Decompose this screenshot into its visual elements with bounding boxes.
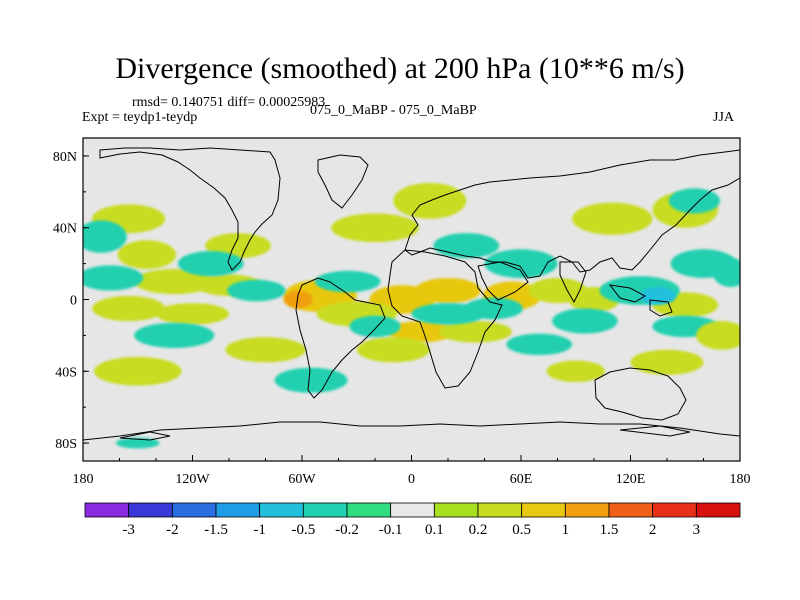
anomaly-blob <box>227 279 286 302</box>
chart-title: Divergence (smoothed) at 200 hPa (10**6 … <box>115 52 685 85</box>
anomaly-blob <box>712 258 740 287</box>
expt-label: Expt = teydp1-teydp <box>82 110 198 125</box>
colorbar-swatch <box>521 502 566 518</box>
anomaly-blob <box>331 213 419 243</box>
colorbar-label: -2 <box>166 522 179 538</box>
anomaly-blob <box>225 337 306 363</box>
anomaly-blob <box>117 240 177 269</box>
y-tick-label: 40S <box>55 365 77 380</box>
colorbar-swatch <box>433 502 479 518</box>
anomaly-blob <box>546 360 605 383</box>
anomaly-blob <box>696 321 740 350</box>
colorbar-label: -0.1 <box>379 522 403 538</box>
x-tick-label: 180 <box>73 472 94 487</box>
anomaly-blob <box>506 333 573 356</box>
colorbar-label: -3 <box>122 522 135 538</box>
colorbar-label: -0.5 <box>291 522 315 538</box>
x-axis: 180 120W 60W 0 60E 120E 180 <box>73 455 751 487</box>
colorbar-swatch <box>128 502 173 518</box>
colorbar-label: 0.2 <box>469 522 488 538</box>
x-tick-label: 60W <box>288 472 316 487</box>
colorbar-label: 1 <box>562 522 570 538</box>
colorbar-swatch <box>302 502 348 518</box>
y-tick-label: 0 <box>70 294 77 309</box>
stats-line: rmsd= 0.140751 diff= 0.00025983 <box>132 95 326 110</box>
x-tick-label: 180 <box>730 472 751 487</box>
anomaly-blob <box>438 321 512 343</box>
colorbar-label: -1.5 <box>204 522 228 538</box>
colorbar-label: -1 <box>253 522 266 538</box>
colorbar-label: 0.1 <box>425 522 444 538</box>
colorbar-swatch <box>259 502 304 518</box>
x-tick-label: 60E <box>510 472 533 487</box>
anomaly-blob <box>134 322 215 348</box>
anomaly-blob <box>630 349 704 375</box>
anomaly-blob <box>356 337 430 363</box>
anomaly-blob <box>314 270 381 293</box>
anomaly-blob <box>415 277 481 304</box>
colorbar-swatch <box>695 502 741 518</box>
anomaly-blob <box>134 268 215 295</box>
anomaly-blob <box>668 188 720 214</box>
anomaly-blob <box>572 202 653 235</box>
colorbar-label: 0.5 <box>512 522 531 538</box>
x-tick-label: 120W <box>175 472 210 487</box>
center-label: 075_0_MaBP - 075_0_MaBP <box>310 103 477 118</box>
anomaly-blob <box>464 297 523 320</box>
colorbar-label: -0.2 <box>335 522 359 538</box>
y-tick-label: 40N <box>53 222 77 237</box>
anomaly-blob <box>283 290 313 309</box>
colorbar-swatch <box>171 502 217 518</box>
anomaly-field <box>83 182 740 449</box>
colorbar-swatch <box>346 502 392 518</box>
anomaly-blob <box>349 315 401 338</box>
anomaly-blob <box>83 220 127 253</box>
colorbar-label: 2 <box>649 522 657 538</box>
colorbar-swatch <box>608 502 654 518</box>
anomaly-blob <box>433 233 500 259</box>
anomaly-blob <box>484 249 558 278</box>
colorbar-swatch <box>215 502 261 518</box>
x-tick-label: 0 <box>408 472 415 487</box>
anomaly-blob <box>83 265 144 291</box>
colorbar-label: 3 <box>693 522 701 538</box>
y-axis: 80N 40N 0 40S 80S <box>53 150 89 452</box>
x-tick-label: 120E <box>616 472 646 487</box>
anomaly-blob <box>92 295 166 322</box>
y-tick-label: 80N <box>53 150 77 165</box>
season-label: JJA <box>713 110 735 125</box>
colorbar-swatch <box>477 502 523 518</box>
y-tick-label: 80S <box>55 437 77 452</box>
colorbar-swatch <box>652 502 697 518</box>
colorbar: -3 -2 -1.5 -1 -0.5 -0.2 -0.1 0.1 0.2 0.5 1 1.5 2 3 <box>84 502 741 538</box>
colorbar-swatch <box>390 502 435 518</box>
colorbar-label: 1.5 <box>600 522 619 538</box>
anomaly-blob <box>177 251 244 277</box>
anomaly-blob <box>552 308 618 334</box>
anomaly-blob <box>274 367 348 393</box>
anomaly-blob <box>639 286 677 305</box>
anomaly-blob <box>156 303 229 325</box>
anomaly-blob <box>93 356 182 386</box>
coastlines <box>83 147 740 441</box>
colorbar-swatch <box>84 502 130 518</box>
colorbar-swatch <box>564 502 610 518</box>
anomaly-blob <box>387 321 454 343</box>
